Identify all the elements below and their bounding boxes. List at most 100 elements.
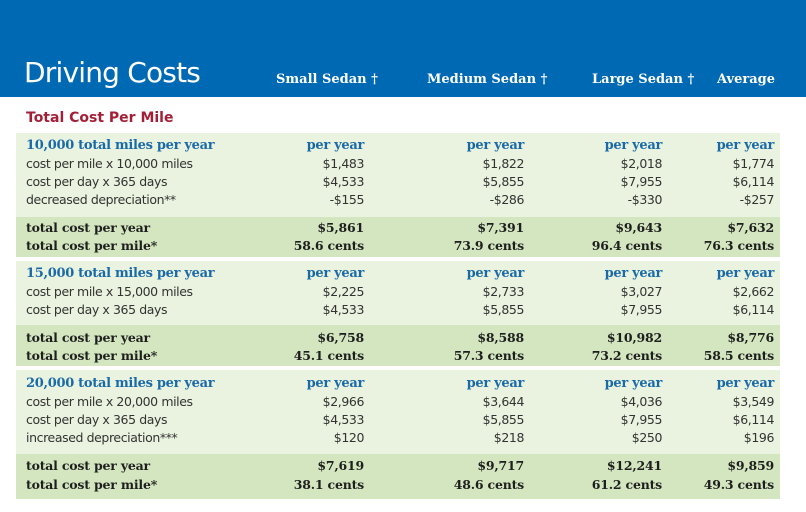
- header-banner: Driving Costs Small Sedan † Medium Sedan…: [0, 0, 806, 97]
- row-label: cost per day x 365 days: [26, 174, 168, 189]
- total-row: total cost per mile* 58.6 cents 73.9 cen…: [26, 237, 774, 255]
- row-label: cost per day x 365 days: [26, 302, 168, 317]
- table-cell: 45.1 cents: [293, 348, 364, 363]
- section-heading-row: 10,000 total miles per year per year per…: [26, 137, 774, 155]
- table-cell: $7,955: [620, 174, 663, 189]
- table-row: cost per mile x 10,000 miles $1,483 $1,8…: [26, 155, 774, 173]
- table-cell: 58.6 cents: [293, 238, 364, 253]
- table-row: cost per day x 365 days $4,533 $5,855 $7…: [26, 173, 774, 191]
- table-cell: per year: [466, 138, 525, 153]
- table-cell: per year: [466, 266, 525, 281]
- table-cell: $8,588: [477, 330, 524, 345]
- table-cell: 73.9 cents: [453, 238, 524, 253]
- table-cell: $12,241: [606, 458, 662, 473]
- table-cell: per year: [604, 266, 663, 281]
- totals-band-15000: [16, 325, 780, 366]
- section-heading-label: 10,000 total miles per year: [26, 138, 215, 153]
- table-cell: $196: [743, 430, 775, 445]
- table-cell: 57.3 cents: [453, 348, 524, 363]
- table-cell: 61.2 cents: [591, 477, 662, 492]
- column-header-average: Average: [717, 72, 776, 87]
- table-cell: 96.4 cents: [591, 238, 662, 253]
- table-cell: $7,632: [727, 220, 774, 235]
- table-cell: $2,225: [322, 284, 365, 299]
- row-label: total cost per year: [26, 458, 150, 473]
- section-title: Total Cost Per Mile: [26, 110, 174, 126]
- table-cell: $2,662: [732, 284, 775, 299]
- table-cell: $218: [493, 430, 525, 445]
- section-heading-row: 20,000 total miles per year per year per…: [26, 375, 774, 393]
- table-cell: per year: [306, 138, 365, 153]
- row-label: decreased depreciation**: [26, 192, 176, 207]
- table-cell: $1,822: [482, 156, 525, 171]
- table-cell: $7,955: [620, 412, 663, 427]
- table-cell: per year: [716, 376, 775, 391]
- table-row: decreased depreciation** -$155 -$286 -$3…: [26, 191, 774, 209]
- table-cell: $5,855: [482, 174, 525, 189]
- row-label: total cost per mile*: [26, 348, 158, 363]
- page-title: Driving Costs: [24, 56, 201, 89]
- table-cell: $3,549: [732, 394, 775, 409]
- total-row: total cost per mile* 45.1 cents 57.3 cen…: [26, 347, 774, 365]
- table-cell: $7,955: [620, 302, 663, 317]
- table-row: increased depreciation*** $120 $218 $250…: [26, 429, 774, 447]
- table-cell: per year: [306, 266, 365, 281]
- totals-band-20000: [16, 454, 780, 499]
- table-cell: -$155: [329, 192, 365, 207]
- table-cell: $2,966: [322, 394, 365, 409]
- table-cell: 38.1 cents: [293, 477, 364, 492]
- section-heading-label: 15,000 total miles per year: [26, 266, 215, 281]
- table-cell: per year: [306, 376, 365, 391]
- section-band-20000: [16, 370, 780, 454]
- table-cell: 76.3 cents: [703, 238, 774, 253]
- row-label: increased depreciation***: [26, 430, 178, 445]
- section-heading-label: 20,000 total miles per year: [26, 376, 215, 391]
- table-cell: $2,018: [620, 156, 663, 171]
- table-cell: $4,533: [322, 412, 365, 427]
- table-cell: $5,855: [482, 302, 525, 317]
- table-cell: $10,982: [606, 330, 662, 345]
- row-label: cost per mile x 10,000 miles: [26, 156, 193, 171]
- table-cell: $9,859: [727, 458, 774, 473]
- table-cell: $9,717: [477, 458, 524, 473]
- table-cell: 73.2 cents: [591, 348, 662, 363]
- row-label: cost per day x 365 days: [26, 412, 168, 427]
- row-label: total cost per mile*: [26, 477, 158, 492]
- table-cell: per year: [716, 266, 775, 281]
- table-cell: $250: [631, 430, 663, 445]
- table-cell: $3,644: [482, 394, 525, 409]
- total-row: total cost per mile* 38.1 cents 48.6 cen…: [26, 476, 774, 494]
- table-cell: 49.3 cents: [703, 477, 774, 492]
- row-label: cost per mile x 20,000 miles: [26, 394, 193, 409]
- table-cell: per year: [466, 376, 525, 391]
- column-header-small-sedan: Small Sedan †: [276, 72, 378, 87]
- total-row: total cost per year $5,861 $7,391 $9,643…: [26, 219, 774, 237]
- section-band-10000: [16, 133, 780, 217]
- table-cell: $8,776: [727, 330, 774, 345]
- table-cell: -$330: [627, 192, 663, 207]
- table-cell: per year: [716, 138, 775, 153]
- table-cell: -$286: [489, 192, 525, 207]
- row-label: cost per mile x 15,000 miles: [26, 284, 193, 299]
- table-row: cost per day x 365 days $4,533 $5,855 $7…: [26, 411, 774, 429]
- table-cell: per year: [604, 138, 663, 153]
- table-cell: $6,114: [732, 302, 775, 317]
- table-cell: $3,027: [620, 284, 663, 299]
- table-cell: 48.6 cents: [453, 477, 524, 492]
- table-cell: $4,036: [620, 394, 663, 409]
- table-cell: $1,483: [322, 156, 365, 171]
- totals-band-10000: [16, 217, 780, 257]
- row-label: total cost per mile*: [26, 238, 158, 253]
- table-cell: $6,758: [317, 330, 364, 345]
- section-heading-row: 15,000 total miles per year per year per…: [26, 265, 774, 283]
- table-cell: $7,391: [477, 220, 524, 235]
- table-cell: $120: [333, 430, 365, 445]
- table-cell: $9,643: [615, 220, 662, 235]
- section-band-15000: [16, 261, 780, 325]
- table-row: cost per mile x 15,000 miles $2,225 $2,7…: [26, 283, 774, 301]
- total-row: total cost per year $6,758 $8,588 $10,98…: [26, 329, 774, 347]
- table-cell: $2,733: [482, 284, 525, 299]
- table-cell: -$257: [739, 192, 775, 207]
- table-row: cost per mile x 20,000 miles $2,966 $3,6…: [26, 393, 774, 411]
- table-cell: $5,855: [482, 412, 525, 427]
